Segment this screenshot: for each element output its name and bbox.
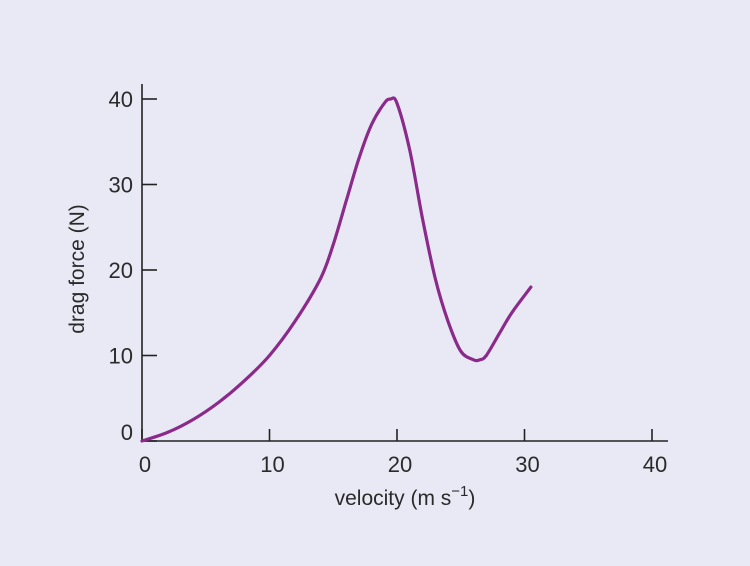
x-tick-label: 10 xyxy=(260,452,284,477)
tick-labels: 0 10 20 30 40 0 10 20 30 40 xyxy=(109,87,668,477)
y-tick-label: 40 xyxy=(109,87,133,112)
x-axis-label-superscript: −1 xyxy=(451,483,468,500)
x-tick-label: 20 xyxy=(388,452,412,477)
y-tick-label: 30 xyxy=(109,173,133,198)
y-tick-label: 10 xyxy=(109,344,133,369)
y-tick-label: 0 xyxy=(121,420,133,445)
x-tick-label: 40 xyxy=(643,452,667,477)
axes xyxy=(141,84,668,442)
x-axis-label-suffix: ) xyxy=(468,487,475,510)
y-tick-label: 20 xyxy=(109,258,133,283)
x-tick-label: 30 xyxy=(515,452,539,477)
y-axis-label: drag force (N) xyxy=(66,204,89,334)
ticks xyxy=(141,98,653,442)
series-line xyxy=(140,96,533,443)
x-axis-label: velocity (m s−1) xyxy=(335,483,476,510)
x-tick-label: 0 xyxy=(139,452,151,477)
